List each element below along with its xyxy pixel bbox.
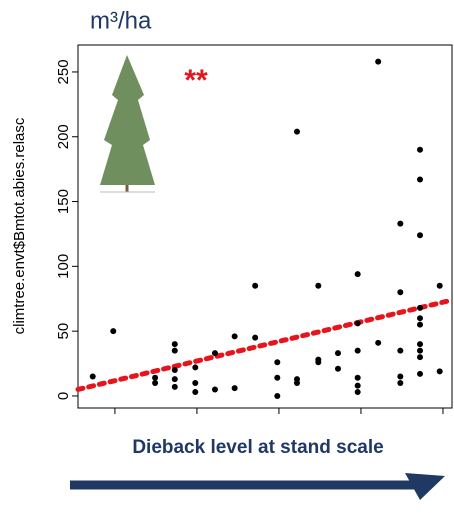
point (375, 58, 382, 65)
arrow (70, 473, 445, 500)
point (436, 282, 443, 289)
y-tick-label: 150 (55, 189, 72, 214)
point (152, 374, 159, 381)
point (354, 271, 361, 278)
point (334, 365, 341, 372)
point (274, 392, 281, 399)
point (293, 379, 300, 386)
point (417, 347, 424, 354)
point (417, 232, 424, 239)
point (436, 368, 443, 375)
point (417, 341, 424, 348)
point (315, 282, 322, 289)
point (231, 333, 238, 340)
tree-icon (100, 55, 155, 193)
point (231, 385, 238, 392)
annotation: ** (184, 64, 208, 97)
point (417, 354, 424, 361)
trend-line (75, 297, 454, 392)
point (354, 374, 361, 381)
point (192, 379, 199, 386)
y-tick-label: 0 (55, 392, 72, 400)
point (354, 320, 361, 327)
point (192, 389, 199, 396)
point (171, 383, 178, 390)
point (417, 370, 424, 377)
point (211, 386, 218, 393)
point (211, 350, 218, 357)
y-tick-label: 50 (55, 323, 72, 340)
point (354, 347, 361, 354)
point (110, 328, 117, 335)
point (171, 367, 178, 374)
point (171, 376, 178, 383)
chart-title: m³/ha (90, 7, 152, 34)
point (354, 389, 361, 396)
point (375, 339, 382, 346)
plot-frame (77, 44, 453, 409)
point (417, 146, 424, 153)
point (334, 350, 341, 357)
point (89, 373, 96, 380)
point (252, 334, 259, 341)
point (417, 315, 424, 322)
y-tick-label: 100 (55, 254, 72, 279)
x-axis-label: Dieback level at stand scale (132, 437, 383, 458)
point (192, 364, 199, 371)
point (397, 220, 404, 227)
y-tick-label: 250 (55, 59, 72, 84)
point (252, 282, 259, 289)
y-axis-label: climtree.envt$Bmtot.abies.relasc (11, 117, 28, 334)
point (417, 304, 424, 311)
point (397, 347, 404, 354)
point (171, 347, 178, 354)
point (417, 321, 424, 328)
point (315, 359, 322, 366)
point (293, 128, 300, 135)
point (354, 382, 361, 389)
point (171, 341, 178, 348)
point (152, 379, 159, 386)
point (397, 289, 404, 296)
point (397, 379, 404, 386)
y-tick-label: 200 (55, 124, 72, 149)
point (274, 359, 281, 366)
point (397, 373, 404, 380)
point (274, 374, 281, 381)
point (417, 176, 424, 183)
